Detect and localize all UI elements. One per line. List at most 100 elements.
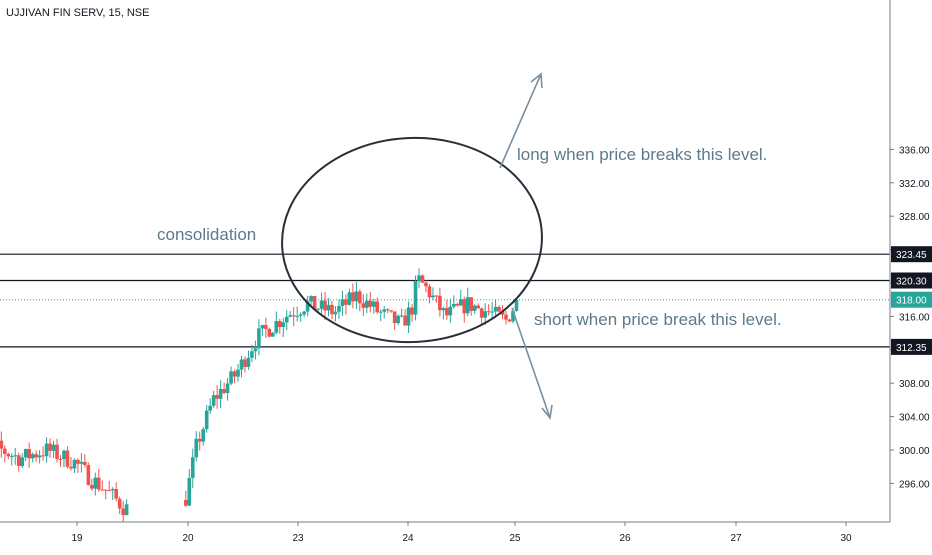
- candle-body: [410, 307, 414, 315]
- candle-body: [257, 328, 261, 349]
- candle-body: [267, 328, 272, 337]
- candle-body: [504, 314, 508, 320]
- candle-body: [117, 498, 122, 509]
- candle-body: [277, 320, 282, 328]
- candle-body: [246, 357, 251, 367]
- candle-body: [305, 301, 310, 312]
- x-tick-label: 20: [182, 533, 194, 544]
- candle-body: [385, 309, 390, 311]
- current-price-label: 318.00: [896, 296, 927, 307]
- candle-body: [445, 308, 449, 316]
- current-price-label-bg: [891, 291, 932, 308]
- candle-body: [34, 454, 38, 458]
- candle-body: [514, 299, 519, 312]
- candle-body: [465, 297, 470, 314]
- level-price-label: 320.30: [896, 276, 927, 287]
- candle-body: [431, 295, 435, 298]
- candle-body: [319, 300, 324, 309]
- candle-body: [190, 457, 195, 478]
- y-tick-label: 332.00: [899, 179, 930, 190]
- candle-body: [420, 275, 425, 283]
- candle-body: [243, 359, 247, 367]
- level-price-label-bg: [891, 272, 932, 289]
- candle-body: [458, 299, 463, 306]
- y-tick-label: 296.00: [899, 479, 930, 490]
- candle-body: [396, 315, 400, 324]
- candle-body: [124, 504, 129, 516]
- y-tick-label: 316.00: [899, 312, 930, 323]
- candle-body: [497, 306, 501, 312]
- candle-body: [225, 383, 230, 393]
- candle-body: [239, 359, 244, 370]
- candle-body: [44, 443, 49, 457]
- candle-body: [312, 296, 317, 310]
- x-tick-label: 27: [730, 533, 742, 544]
- candle-body: [413, 280, 418, 315]
- candle-body: [184, 500, 188, 506]
- candle-body: [438, 295, 442, 311]
- candle-body: [76, 459, 80, 464]
- short-annotation: short when price break this level.: [534, 310, 782, 329]
- candle-body: [378, 311, 383, 313]
- candle-body: [337, 305, 341, 312]
- level-price-label-bg: [891, 338, 932, 355]
- candle-body: [490, 311, 494, 313]
- level-price-label: 323.45: [896, 250, 927, 261]
- candle-body: [500, 311, 505, 315]
- candle-body: [469, 297, 474, 311]
- candle-body: [90, 484, 94, 489]
- y-tick-label: 328.00: [899, 212, 930, 223]
- candle-body: [222, 388, 226, 393]
- long-arrow-shaft: [499, 73, 542, 169]
- y-tick-label: 336.00: [899, 145, 930, 156]
- candle-body: [351, 292, 355, 302]
- candle-body: [103, 489, 108, 491]
- candle-body: [406, 307, 411, 326]
- long-annotation: long when price breaks this level.: [517, 145, 767, 164]
- y-tick-label: 300.00: [899, 446, 930, 457]
- candle-body: [48, 443, 52, 451]
- candle-body: [250, 351, 254, 358]
- candle-body: [389, 310, 393, 312]
- candle-body: [20, 457, 25, 467]
- short-arrow-shaft: [511, 307, 551, 419]
- candle-body: [455, 303, 460, 306]
- axis-corner: [890, 522, 932, 550]
- candle-body: [392, 311, 397, 324]
- candle-body: [51, 444, 56, 451]
- candle-body: [107, 490, 112, 492]
- candle-body: [6, 453, 11, 457]
- candle-body: [253, 348, 258, 352]
- candle-body: [424, 282, 428, 287]
- candle-body: [291, 315, 296, 317]
- candle-body: [121, 508, 125, 516]
- candle-body: [302, 311, 306, 315]
- candle-body: [274, 320, 279, 333]
- candle-body: [3, 448, 7, 454]
- x-tick-label: 25: [509, 533, 521, 544]
- candle-body: [0, 440, 4, 449]
- candle-body: [358, 291, 362, 304]
- candle-body: [37, 455, 42, 458]
- candle-body: [110, 489, 115, 491]
- candle-body: [371, 301, 376, 307]
- candle-body: [427, 286, 432, 298]
- candle-body: [340, 299, 345, 306]
- candle-body: [472, 305, 477, 311]
- candle-body: [9, 456, 14, 458]
- candle-body: [194, 438, 199, 458]
- short-arrow-head: [541, 404, 553, 420]
- consolidation-label: consolidation: [157, 225, 256, 244]
- candle-body: [476, 305, 480, 309]
- candle-body: [399, 315, 404, 317]
- candle-body: [93, 477, 98, 489]
- candle-body: [114, 489, 118, 499]
- candle-body: [23, 449, 28, 458]
- candle-body: [201, 429, 206, 442]
- candle-body: [204, 410, 209, 430]
- candle-body: [309, 296, 313, 302]
- candle-body: [281, 322, 286, 328]
- candle-body: [493, 306, 498, 312]
